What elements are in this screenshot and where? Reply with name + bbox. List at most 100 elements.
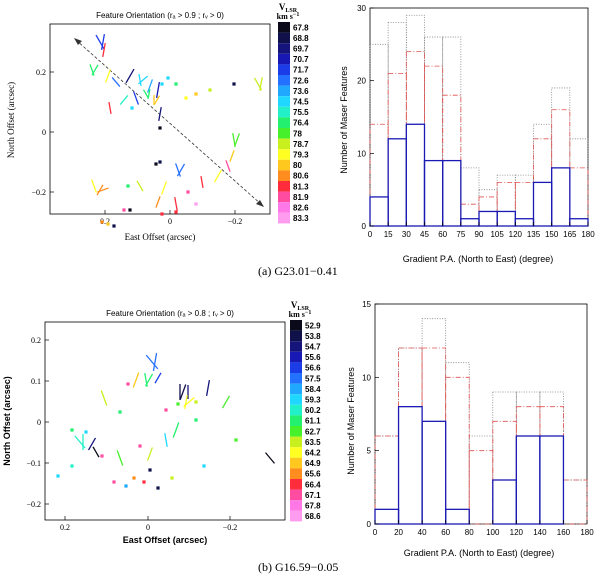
colorbar-a-cell-17 [278,202,290,213]
scatter-b-point-32 [84,430,88,434]
scatter-a-point-10 [160,82,164,86]
scatter-b-point-11 [164,408,168,412]
histogram-panel-b: Number of Maser Features Gradient P.A. (… [346,300,594,558]
colorbar-b-label-3: 55.6 [305,353,321,362]
colorbar-a-label-2: 69.7 [293,45,309,54]
scatter-b-ytick-label-4: −0.2 [26,500,41,509]
scatter-a-point-19 [184,96,188,100]
scatter-a-point-42 [112,224,116,228]
scatter-a-point-25 [154,162,158,166]
scatter-b-point-25 [148,468,152,472]
scatter-a-vector-pair-37 [97,187,109,193]
hist-b-xtick-label-7: 140 [533,528,547,537]
colorbar-b-cell-6 [290,383,302,395]
scatter-a-vector-pair-13 [153,95,161,105]
hist-a-ytick-label-3: 30 [357,4,366,13]
colorbar-a-cell-16 [278,191,290,203]
hist-b-ytick-label-2: 10 [362,373,371,382]
scatter-b-xtick-label-1: 0 [146,523,150,532]
colorbar-a-label-8: 75.5 [293,108,309,117]
colorbar-a-label-17: 82.6 [293,204,309,213]
scatter-panel-a: Feature Orientation (rₐ > 0.9 ; rᵥ > 0) … [6,2,309,242]
hist-b-bar-dashed-3 [445,376,470,525]
colorbar-b-cell-7 [290,394,302,405]
colorbar-a-cell-3 [278,53,290,65]
hist-b-xtick-label-8: 160 [557,528,571,537]
hist-b-bar-dotted-5 [492,391,517,525]
scatter-a-vector-14 [132,91,140,105]
colorbar-b-cell-8 [290,404,302,416]
colorbar-a-label-4: 71.7 [293,66,309,75]
colorbar-b-cell-18 [290,510,302,522]
scatter-a-vector-pair-6 [137,75,149,85]
hist-b-xtick-label-9: 180 [580,528,594,537]
scatter-a-vector-45 [155,196,161,208]
colorbar-a-label-18: 83.3 [293,214,309,223]
colorbar-b-label-12: 64.2 [305,449,321,458]
scatter-b-vector-3 [154,372,162,384]
scatter-a-point-39 [126,184,130,188]
scatter-b-point-30 [70,464,74,468]
hist-a-ytick-label-1: 10 [357,149,366,158]
colorbar-b-cell-2 [290,341,302,352]
colorbar-a-cell-6 [278,85,290,97]
hist-b-bar-dashed-6 [515,406,541,525]
hist-a-xtick-label-4: 60 [438,230,447,239]
scatter-a-vector-6 [138,73,142,87]
hist-b-xtick-label-5: 100 [486,528,500,537]
scatter-b-point-37 [132,476,136,480]
hist-a-bar-dotted-9 [533,123,553,227]
colorbar-a-cell-13 [278,159,290,171]
colorbar-b-label-13: 64.9 [305,459,321,468]
hist-a-xlabel: Gradient P.A. (North to East) (degree) [403,254,553,264]
scatter-a-vector-1 [102,42,106,58]
hist-a-bar-dashed-0 [369,123,389,227]
scatter-b-point-28 [124,484,128,488]
hist-b-xtick-label-0: 0 [373,528,378,537]
scatter-b-vector-1 [132,372,140,388]
scatter-a-point-48 [174,210,178,214]
hist-b-ytick-label-1: 5 [367,447,372,456]
scatter-a-point-18 [130,106,134,110]
scatter-b-ytick-label-3: −0.1 [26,459,41,468]
hist-b-bar-dotted-3 [445,362,470,525]
scatter-a-xtick-label-1: 0 [168,217,172,226]
hist-a-xtick-label-5: 75 [456,230,465,239]
scatter-a-vector-38 [90,179,98,193]
hist-b-bar-dashed-0 [374,435,399,525]
colorbar-a-label-12: 79.3 [293,151,309,160]
hist-b-ytick-label-3: 15 [362,300,371,309]
hist-a-bar-solid-8 [514,218,535,227]
hist-b-xtick-label-6: 120 [510,528,524,537]
hist-a-ylabel: Number of Maser Features [339,66,349,174]
colorbar-b-label-9: 61.1 [305,417,321,426]
hist-b-bar-solid-3 [445,508,470,525]
hist-a-bar-solid-3 [423,159,444,227]
colorbar-a-cell-2 [278,43,290,54]
hist-a-bar-solid-6 [478,210,498,227]
scatter-b-vector-pair-6 [183,397,195,407]
colorbar-a-cell-15 [278,181,290,192]
hist-a-bar-dotted-1 [387,22,407,227]
scatter-b-ylabel: North Offset (arcsec) [2,376,12,466]
scatter-b-ytick-label-0: 0.2 [31,336,41,345]
colorbar-b-cell-1 [290,330,302,342]
hist-a-xtick-label-10: 150 [545,230,559,239]
hist-b-bar-dotted-7 [539,391,564,525]
scatter-a-point-24 [158,126,162,130]
scatter-b-xtick-label-0: 0.2 [60,523,70,532]
scatter-a-point-43 [128,208,132,212]
hist-a-bar-dashed-3 [424,65,444,227]
scatter-a-vector-31 [213,169,223,183]
colorbar-a-label-15: 81.3 [293,182,309,191]
scatter-a-vector-pair-0 [100,34,106,50]
colorbar-b-cell-15 [290,479,302,490]
scatter-b-title: Feature Orientation (rₐ > 0.8 ; rᵥ > 0) [106,309,234,318]
scatter-a-vector-15 [119,94,129,106]
hist-b-bar-solid-6 [515,435,541,525]
hist-a-bar-solid-4 [442,159,462,227]
hist-b-bar-solid-1 [397,406,423,525]
scatter-a-vector-pair-28 [233,133,241,147]
scatter-a-vector-pair-23 [259,76,263,92]
hist-b-bar-dotted-6 [515,391,541,525]
